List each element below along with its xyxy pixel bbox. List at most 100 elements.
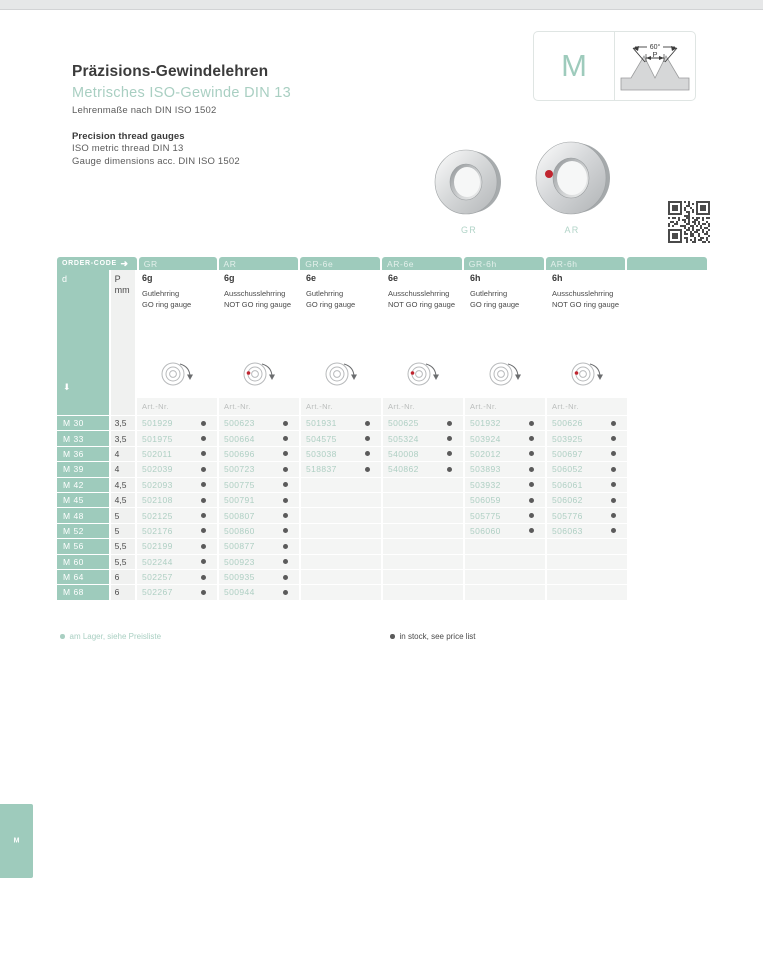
stock-indicator [599,528,627,534]
stock-indicator [517,451,545,457]
article-cell[interactable]: 505324 [383,430,464,445]
stock-indicator [271,513,299,519]
stock-dot-icon [200,574,206,580]
article-cell[interactable]: 506060 [465,522,546,538]
article-cell[interactable]: 500935 [219,568,300,584]
article-cell[interactable]: 506052 [547,461,628,476]
article-cell[interactable]: 502039 [137,461,218,476]
article-cell-empty [547,584,628,599]
pitch-label-line1: P [114,274,121,284]
article-cell[interactable]: 501931 [301,415,382,430]
article-cell[interactable]: 502011 [137,445,218,461]
article-cell[interactable]: 502199 [137,538,218,553]
diameter-cell: M 48 [57,507,109,522]
stock-indicator [271,420,299,426]
article-number: 502011 [142,448,173,459]
article-number: 518837 [306,464,337,475]
article-cell[interactable]: 500807 [219,507,300,522]
article-cell[interactable]: 501929 [137,415,218,430]
article-cell[interactable]: 518837 [301,461,382,476]
page-subtitle-de: Metrisches ISO-Gewinde DIN 13 [72,85,292,101]
article-cell[interactable]: 500625 [383,415,464,430]
article-cell[interactable]: 502125 [137,507,218,522]
tolerance-grade: 6h [470,273,481,283]
stock-dot-icon [200,559,206,565]
article-cell[interactable]: 504575 [301,430,382,445]
stock-dot-icon [610,482,616,488]
article-cell[interactable]: 502012 [465,445,546,461]
tolerance-grade: 6g [224,273,235,283]
stock-dot-icon [610,497,616,503]
article-cell[interactable]: 500623 [219,415,300,430]
article-cell[interactable]: 501932 [465,415,546,430]
stock-indicator [271,497,299,503]
article-cell[interactable]: 500791 [219,491,300,507]
article-cell[interactable]: 540008 [383,445,464,461]
diameter-cell: M 64 [57,568,109,584]
article-cell[interactable]: 500860 [219,522,300,538]
article-cell-empty [383,553,464,569]
go-ring-gauge-icon [489,362,522,386]
article-cell[interactable]: 502244 [137,553,218,569]
stock-dot-icon [282,543,288,549]
stock-indicator [189,589,217,595]
qr-code[interactable] [668,201,710,243]
article-number: 506060 [470,525,501,536]
article-cell[interactable]: 505775 [465,507,546,522]
article-cell[interactable]: 501975 [137,430,218,445]
go-ring-gauge-icon [161,362,194,386]
article-cell[interactable]: 503925 [547,430,628,445]
arrow-down-icon: ⬇ [63,382,71,392]
article-cell[interactable]: 540862 [383,461,464,476]
article-cell[interactable]: 500723 [219,461,300,476]
side-tab-letter: M [13,837,20,845]
article-cell[interactable]: 503924 [465,430,546,445]
article-cell[interactable]: 506061 [547,476,628,492]
article-number: 500791 [224,495,255,506]
article-cell[interactable]: 503893 [465,461,546,476]
article-number: 506052 [552,464,583,475]
article-cell[interactable]: 502108 [137,491,218,507]
diameter-cell: M 68 [57,584,109,599]
article-cell[interactable]: 505776 [547,507,628,522]
article-cell-empty [465,584,546,599]
stock-dot-icon [282,528,288,534]
article-number: 502257 [142,572,173,583]
article-cell[interactable]: 506059 [465,491,546,507]
article-cell[interactable]: 502257 [137,568,218,584]
article-cell[interactable]: 500877 [219,538,300,553]
article-cell[interactable]: 500944 [219,584,300,599]
article-cell[interactable]: 506062 [547,491,628,507]
article-cell[interactable]: 500923 [219,553,300,569]
article-cell[interactable]: 502267 [137,584,218,599]
article-cell[interactable]: 500775 [219,476,300,492]
article-cell[interactable]: 500696 [219,445,300,461]
stock-dot-icon [282,466,288,472]
stock-dot-icon [528,451,534,457]
gauge-icon-wrap [567,358,607,393]
article-cell[interactable]: 500664 [219,430,300,445]
article-number: 503924 [470,433,501,444]
article-number: 500944 [224,587,255,598]
article-number: 502012 [470,448,501,459]
not-go-ring-gauge-icon [571,362,604,386]
artnr-header: Art.-Nr. [388,402,415,411]
article-cell[interactable]: 500626 [547,415,628,430]
go-ring-gauge-icon [434,149,501,215]
article-cell[interactable]: 502093 [137,476,218,492]
page-side-tab: M [0,804,33,878]
gauge-description: Ausschusslehrring NOT GO ring gauge [224,289,291,309]
article-cell[interactable]: 503932 [465,476,546,492]
diameter-cell: M 52 [57,522,109,538]
stock-indicator [189,543,217,549]
article-cell[interactable]: 500697 [547,445,628,461]
article-cell[interactable]: 503038 [301,445,382,461]
stock-indicator [353,466,381,472]
column-gr-6e: 6e Gutlehrring GO ring gauge Art.-Nr. 501931… [301,270,382,600]
stock-dot-icon [610,513,616,519]
tolerance-grade: 6g [142,273,153,283]
stock-indicator [271,559,299,565]
stock-indicator [353,451,381,457]
article-cell[interactable]: 506063 [547,522,628,538]
article-cell[interactable]: 502176 [137,522,218,538]
